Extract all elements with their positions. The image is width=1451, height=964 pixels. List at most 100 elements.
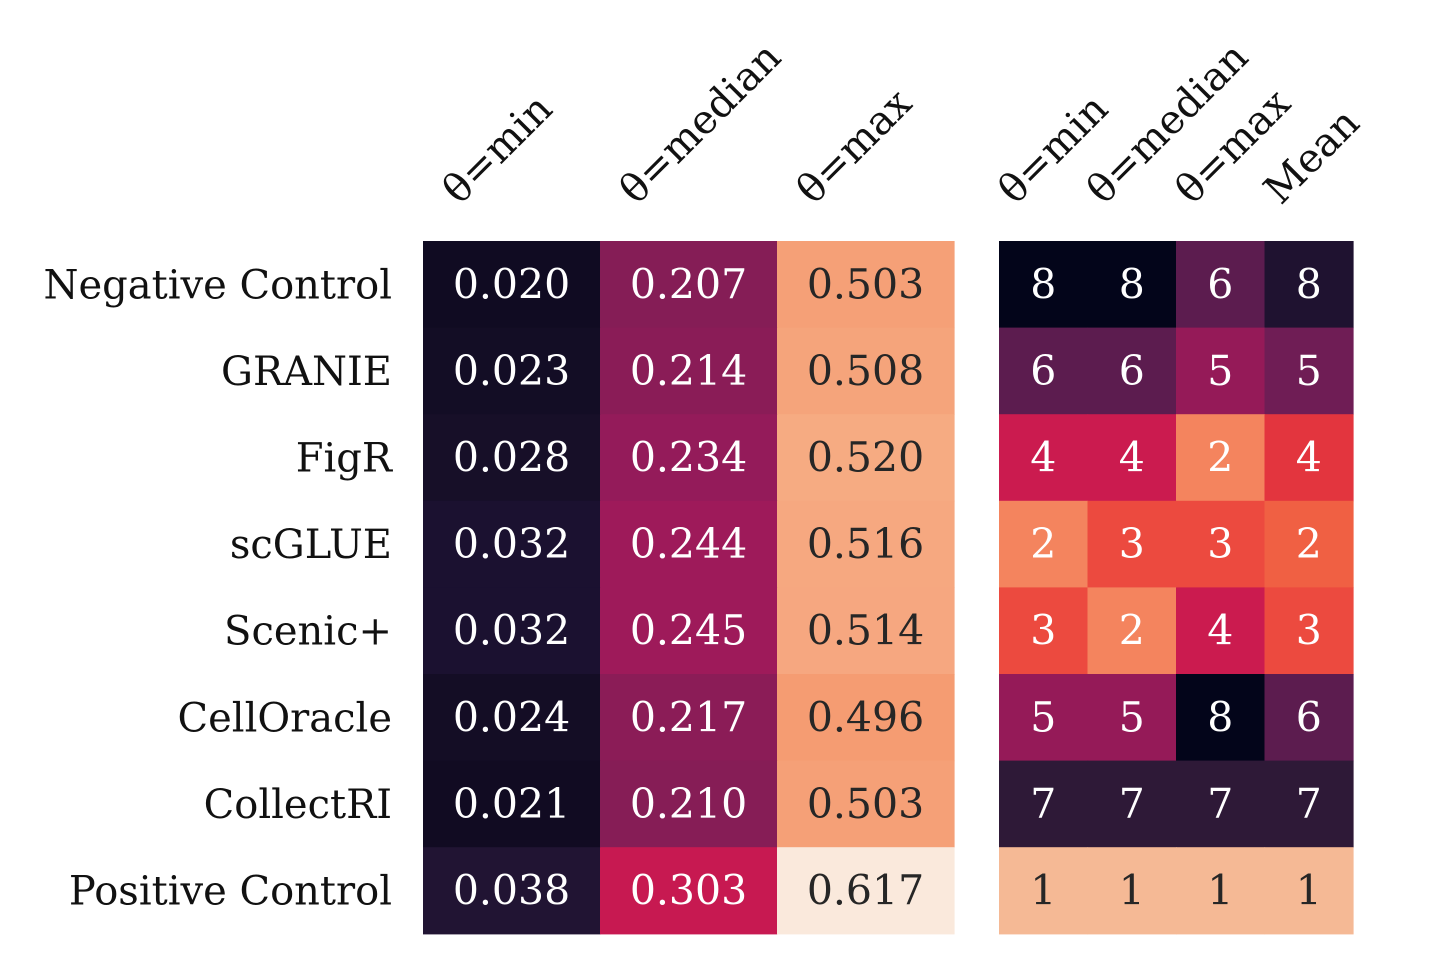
heatmap-cell xyxy=(777,760,955,848)
row-label: Positive Control xyxy=(69,869,392,915)
cell-value-label: 0.023 xyxy=(453,347,570,395)
heatmap-cell xyxy=(1176,241,1266,329)
cell-value-label: 0.038 xyxy=(453,867,570,915)
heatmap-cell xyxy=(999,327,1089,415)
row-label: FigR xyxy=(296,436,394,482)
cell-value-label: 0.024 xyxy=(453,693,570,741)
cell-value-label: 0.021 xyxy=(453,780,570,828)
cell-value-label: 5 xyxy=(1030,693,1056,741)
row-labels: Negative Control GRANIE FigR scGLUE Scenic+ C… xyxy=(44,262,394,914)
row-label: Negative Control xyxy=(44,262,393,308)
heatmap-cell xyxy=(1176,587,1266,675)
heatmap-cell xyxy=(999,414,1089,502)
rank-heatmap: 8 8 6 86 6 5 54 4 2 42 3 3 23 2 4 35 5 8 67 7 7 71 1 1 1θ=minθ=m… xyxy=(990,34,1369,935)
cell-value-label: 6 xyxy=(1296,693,1322,741)
cell-value-label: 4 xyxy=(1207,607,1233,655)
cell-value-label: 0.210 xyxy=(630,780,747,828)
heatmap-cell xyxy=(999,500,1089,588)
cell-value-label: 2 xyxy=(1030,520,1056,568)
heatmap-cell xyxy=(1264,587,1354,675)
heatmap-cell xyxy=(600,327,778,415)
cell-value-label: 1 xyxy=(1030,867,1056,915)
column-label: θ=min xyxy=(434,86,561,213)
cell-value-label: 3 xyxy=(1207,520,1233,568)
heatmap-cell xyxy=(1087,414,1177,502)
cell-value-label: 0.032 xyxy=(453,607,570,655)
heatmap-cell xyxy=(1176,327,1266,415)
row-label: scGLUE xyxy=(230,522,392,568)
cell-value-label: 1 xyxy=(1207,867,1233,915)
heatmap-cell xyxy=(600,241,778,329)
cell-value-label: 3 xyxy=(1296,607,1322,655)
cell-value-label: 0.617 xyxy=(807,867,924,915)
cell-value-label: 0.508 xyxy=(807,347,924,395)
cell-value-label: 0.496 xyxy=(807,693,924,741)
cell-value-label: 7 xyxy=(1030,780,1056,828)
heatmap-cell xyxy=(600,847,778,935)
heatmap-cell xyxy=(1264,327,1354,415)
cell-value-label: 0.214 xyxy=(630,347,747,395)
heatmap-cell xyxy=(423,847,601,935)
heatmap-cell xyxy=(777,587,955,675)
cell-value-label: 7 xyxy=(1296,780,1322,828)
cell-value-label: 0.244 xyxy=(630,520,747,568)
cell-value-label: 6 xyxy=(1030,347,1056,395)
cell-value-label: 0.217 xyxy=(630,693,747,741)
heatmap-cell xyxy=(423,587,601,675)
heatmap-cell xyxy=(1087,587,1177,675)
cell-value-label: 4 xyxy=(1030,434,1056,482)
cell-value-label: 0.503 xyxy=(807,780,924,828)
cell-value-label: 1 xyxy=(1119,867,1145,915)
cell-value-label: 0.234 xyxy=(630,434,747,482)
heatmap-cell xyxy=(1264,674,1354,762)
heatmap-cell xyxy=(999,760,1089,848)
cell-value-label: 6 xyxy=(1119,347,1145,395)
heatmap-cell xyxy=(777,847,955,935)
heatmap-cell xyxy=(1264,241,1354,329)
heatmap-cell xyxy=(1176,847,1266,935)
heatmap-cell xyxy=(1176,674,1266,762)
cell-value-label: 2 xyxy=(1207,434,1233,482)
cell-value-label: 0.032 xyxy=(453,520,570,568)
heatmap-cell xyxy=(600,587,778,675)
heatmap-cell xyxy=(999,241,1089,329)
heatmap-cell xyxy=(1087,500,1177,588)
heatmap-cell xyxy=(600,674,778,762)
heatmap-cell xyxy=(1087,760,1177,848)
cell-value-label: 0.020 xyxy=(453,260,570,308)
heatmap-cell xyxy=(423,241,601,329)
cell-value-label: 8 xyxy=(1030,260,1056,308)
heatmap-cell xyxy=(1176,760,1266,848)
heatmap-cell xyxy=(777,674,955,762)
heatmap-cell xyxy=(777,414,955,502)
cell-value-label: 8 xyxy=(1119,260,1145,308)
heatmap-cell xyxy=(999,587,1089,675)
heatmap-cell xyxy=(600,500,778,588)
column-label: θ=max xyxy=(788,80,921,213)
heatmap-cell xyxy=(1087,327,1177,415)
cell-value-label: 2 xyxy=(1296,520,1322,568)
cell-value-label: 5 xyxy=(1119,693,1145,741)
cell-value-label: 6 xyxy=(1207,260,1233,308)
heatmap-cell xyxy=(423,414,601,502)
heatmap-cell xyxy=(1087,847,1177,935)
heatmap-cell xyxy=(999,674,1089,762)
cell-value-label: 1 xyxy=(1296,867,1322,915)
cell-value-label: 0.028 xyxy=(453,434,570,482)
heatmap-cell xyxy=(600,760,778,848)
cell-value-label: 3 xyxy=(1030,607,1056,655)
heatmap-cell xyxy=(1264,500,1354,588)
heatmap-cell xyxy=(423,674,601,762)
row-label: Scenic+ xyxy=(224,609,392,655)
row-label: CellOracle xyxy=(178,695,393,741)
heatmap-cell xyxy=(777,241,955,329)
heatmap-cell xyxy=(1087,674,1177,762)
cell-value-label: 0.303 xyxy=(630,867,747,915)
row-label: CollectRI xyxy=(204,782,392,828)
cell-value-label: 3 xyxy=(1119,520,1145,568)
heatmap-cell xyxy=(1176,500,1266,588)
cell-value-label: 0.514 xyxy=(807,607,924,655)
cell-value-label: 8 xyxy=(1207,693,1233,741)
cell-value-label: 5 xyxy=(1296,347,1322,395)
